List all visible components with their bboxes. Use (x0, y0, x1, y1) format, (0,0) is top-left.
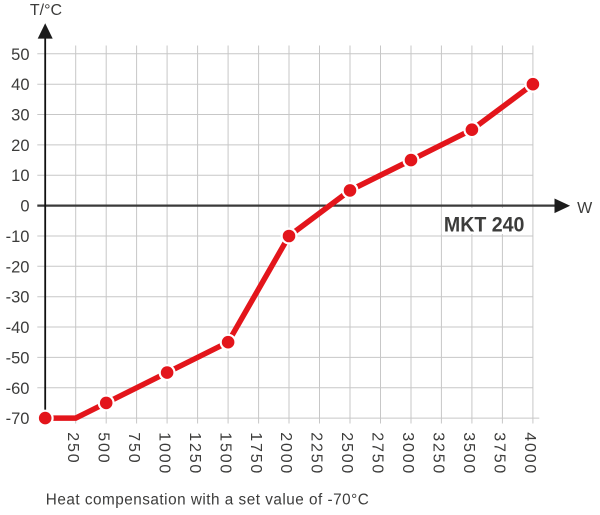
svg-text:4000: 4000 (521, 432, 538, 475)
svg-text:1750: 1750 (247, 432, 264, 475)
svg-text:2000: 2000 (277, 432, 294, 475)
svg-text:MKT 240: MKT 240 (444, 213, 525, 236)
svg-text:1250: 1250 (186, 432, 203, 475)
svg-text:-30: -30 (6, 289, 30, 307)
svg-text:40: 40 (11, 76, 29, 94)
svg-text:W: W (577, 200, 593, 217)
svg-text:2250: 2250 (308, 432, 325, 475)
svg-text:3250: 3250 (430, 432, 447, 475)
svg-text:10: 10 (11, 167, 29, 185)
svg-text:20: 20 (11, 137, 29, 155)
svg-text:1500: 1500 (216, 432, 233, 475)
svg-text:1000: 1000 (155, 432, 172, 475)
svg-text:3750: 3750 (491, 432, 508, 475)
svg-text:T/°C: T/°C (30, 2, 62, 19)
svg-text:50: 50 (11, 46, 29, 64)
svg-text:30: 30 (11, 107, 29, 125)
svg-text:-40: -40 (6, 319, 30, 337)
svg-text:2500: 2500 (338, 432, 355, 475)
svg-text:-70: -70 (6, 410, 30, 428)
svg-text:500: 500 (94, 432, 111, 464)
svg-text:Heat compensation with a set v: Heat compensation with a set value of -7… (46, 492, 370, 509)
svg-text:3500: 3500 (460, 432, 477, 475)
svg-text:-50: -50 (6, 349, 30, 367)
svg-text:0: 0 (20, 198, 29, 216)
svg-text:2750: 2750 (369, 432, 386, 475)
svg-text:-20: -20 (6, 258, 30, 276)
svg-text:750: 750 (125, 432, 142, 464)
svg-text:250: 250 (64, 432, 81, 464)
svg-text:-60: -60 (6, 380, 30, 398)
svg-text:-10: -10 (6, 228, 30, 246)
svg-text:3000: 3000 (399, 432, 416, 475)
